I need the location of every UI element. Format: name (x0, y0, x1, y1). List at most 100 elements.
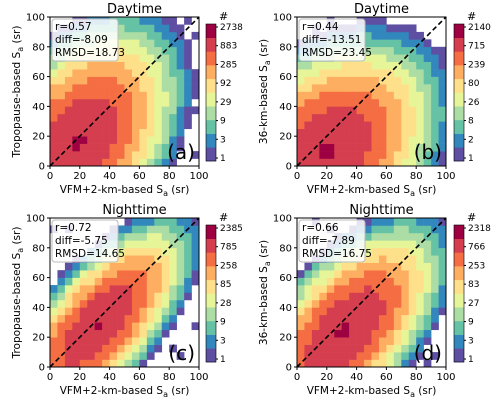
heatmap-cell (349, 292, 357, 301)
heatmap-cell (79, 158, 88, 167)
heatmap-cell (341, 329, 350, 338)
heatmap-cell (311, 76, 320, 85)
stats-line: diff=-7.89 (302, 235, 355, 247)
heatmap-cell (87, 113, 95, 122)
x-tick-label: 20 (320, 372, 333, 383)
heatmap-cell (371, 158, 380, 167)
heatmap-cell (184, 255, 192, 263)
heatmap-cell (50, 113, 58, 122)
heatmap-cell (304, 344, 313, 353)
heatmap-cell (431, 98, 439, 107)
colorbar-tick-label: 27 (468, 299, 479, 309)
colorbar-tick-label: 80 (468, 79, 480, 89)
heatmap-cell (102, 329, 110, 338)
heatmap-cell (94, 277, 103, 286)
heatmap-cell (356, 359, 365, 368)
heatmap-cell (349, 136, 357, 144)
heatmap-cell (57, 352, 66, 360)
heatmap-cell (176, 255, 185, 263)
heatmap-cell (408, 285, 417, 293)
heatmap-cell (356, 270, 365, 278)
heatmap-cell (191, 247, 200, 256)
heatmap-cell (161, 39, 170, 48)
heatmap-cell (386, 225, 395, 234)
heatmap-cell (423, 91, 432, 100)
heatmap-cell (431, 54, 439, 62)
heatmap-cell (87, 285, 95, 293)
heatmap-cell (356, 121, 365, 130)
heatmap-cell (408, 136, 417, 144)
heatmap-cell (79, 359, 88, 368)
heatmap-cell (131, 314, 140, 323)
heatmap-cell (87, 359, 95, 368)
heatmap-cell (146, 98, 155, 107)
panel-label: (d) (414, 341, 442, 365)
plot-frame (296, 217, 447, 368)
heatmap-cell (176, 98, 185, 107)
heatmap-cell (176, 352, 185, 360)
heatmap-cell (393, 232, 402, 241)
heatmap-cell (184, 91, 192, 100)
heatmap-cell (131, 17, 140, 25)
heatmap-cell (131, 285, 140, 293)
heatmap-cell (364, 54, 372, 62)
heatmap-cell (57, 106, 66, 115)
heatmap-cell (87, 76, 95, 85)
heatmap-cell (326, 76, 335, 85)
heatmap-cell (349, 128, 357, 137)
colorbar-segment (206, 51, 216, 66)
heatmap-cell (79, 76, 88, 85)
heatmap-cell (191, 69, 200, 77)
heatmap-cell (109, 344, 118, 353)
heatmap-cell (378, 113, 387, 122)
plot-frame (296, 16, 447, 167)
heatmap-cell (117, 270, 125, 278)
heatmap-cell (311, 121, 320, 130)
heatmap-cell (438, 158, 447, 167)
heatmap-cell (423, 337, 432, 345)
heatmap-cell (169, 247, 177, 256)
x-tick-label: 60 (133, 372, 146, 383)
heatmap-cell (176, 292, 185, 301)
heatmap-cell (176, 91, 185, 100)
heatmap-cell (131, 255, 140, 263)
heatmap-cell (341, 158, 350, 167)
heatmap-cell (139, 121, 148, 130)
heatmap-cell (364, 352, 372, 360)
heatmap-cell (72, 285, 81, 293)
heatmap-cell (176, 218, 185, 226)
heatmap-cell (102, 98, 110, 107)
heatmap-cell (169, 292, 177, 301)
heatmap-cell (341, 270, 350, 278)
heatmap-cell (184, 232, 192, 241)
heatmap-cell (87, 337, 95, 345)
heatmap-cell (124, 262, 133, 271)
heatmap-cell (154, 299, 163, 308)
heatmap-cell (393, 54, 402, 62)
heatmap-cell (50, 136, 58, 144)
colorbar-tick-label: 2738 (220, 23, 243, 33)
heatmap-cell (364, 17, 372, 25)
heatmap-cell (378, 218, 387, 226)
heatmap-cell (326, 270, 335, 278)
heatmap-cell (416, 84, 424, 92)
heatmap-cell (416, 322, 424, 331)
heatmap-cell (334, 61, 342, 70)
heatmap-cell (161, 314, 170, 323)
heatmap-cell (304, 158, 313, 167)
heatmap-cell (161, 270, 170, 278)
heatmap-cell (334, 270, 342, 278)
heatmap-cell (311, 359, 320, 368)
heatmap-cell (334, 158, 342, 167)
heatmap-cell (94, 69, 103, 77)
heatmap-cell (423, 277, 432, 286)
heatmap-cell (311, 61, 320, 70)
heatmap-cell (57, 84, 66, 92)
panel-label: (b) (414, 140, 442, 164)
heatmap-cell (386, 218, 395, 226)
colorbar-tick-label: 28 (220, 299, 232, 309)
heatmap-cell (416, 232, 424, 241)
heatmap-cell (57, 270, 66, 278)
heatmap-cell (72, 292, 81, 301)
heatmap-cell (139, 307, 148, 316)
